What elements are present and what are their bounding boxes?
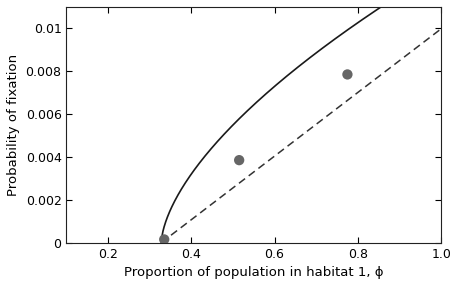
X-axis label: Proportion of population in habitat 1, ϕ: Proportion of population in habitat 1, ϕ (124, 266, 383, 279)
Point (235, 158, 243, 162)
Point (161, 237, 168, 242)
Point (344, 72, 351, 77)
Y-axis label: Probability of fixation: Probability of fixation (7, 54, 20, 196)
